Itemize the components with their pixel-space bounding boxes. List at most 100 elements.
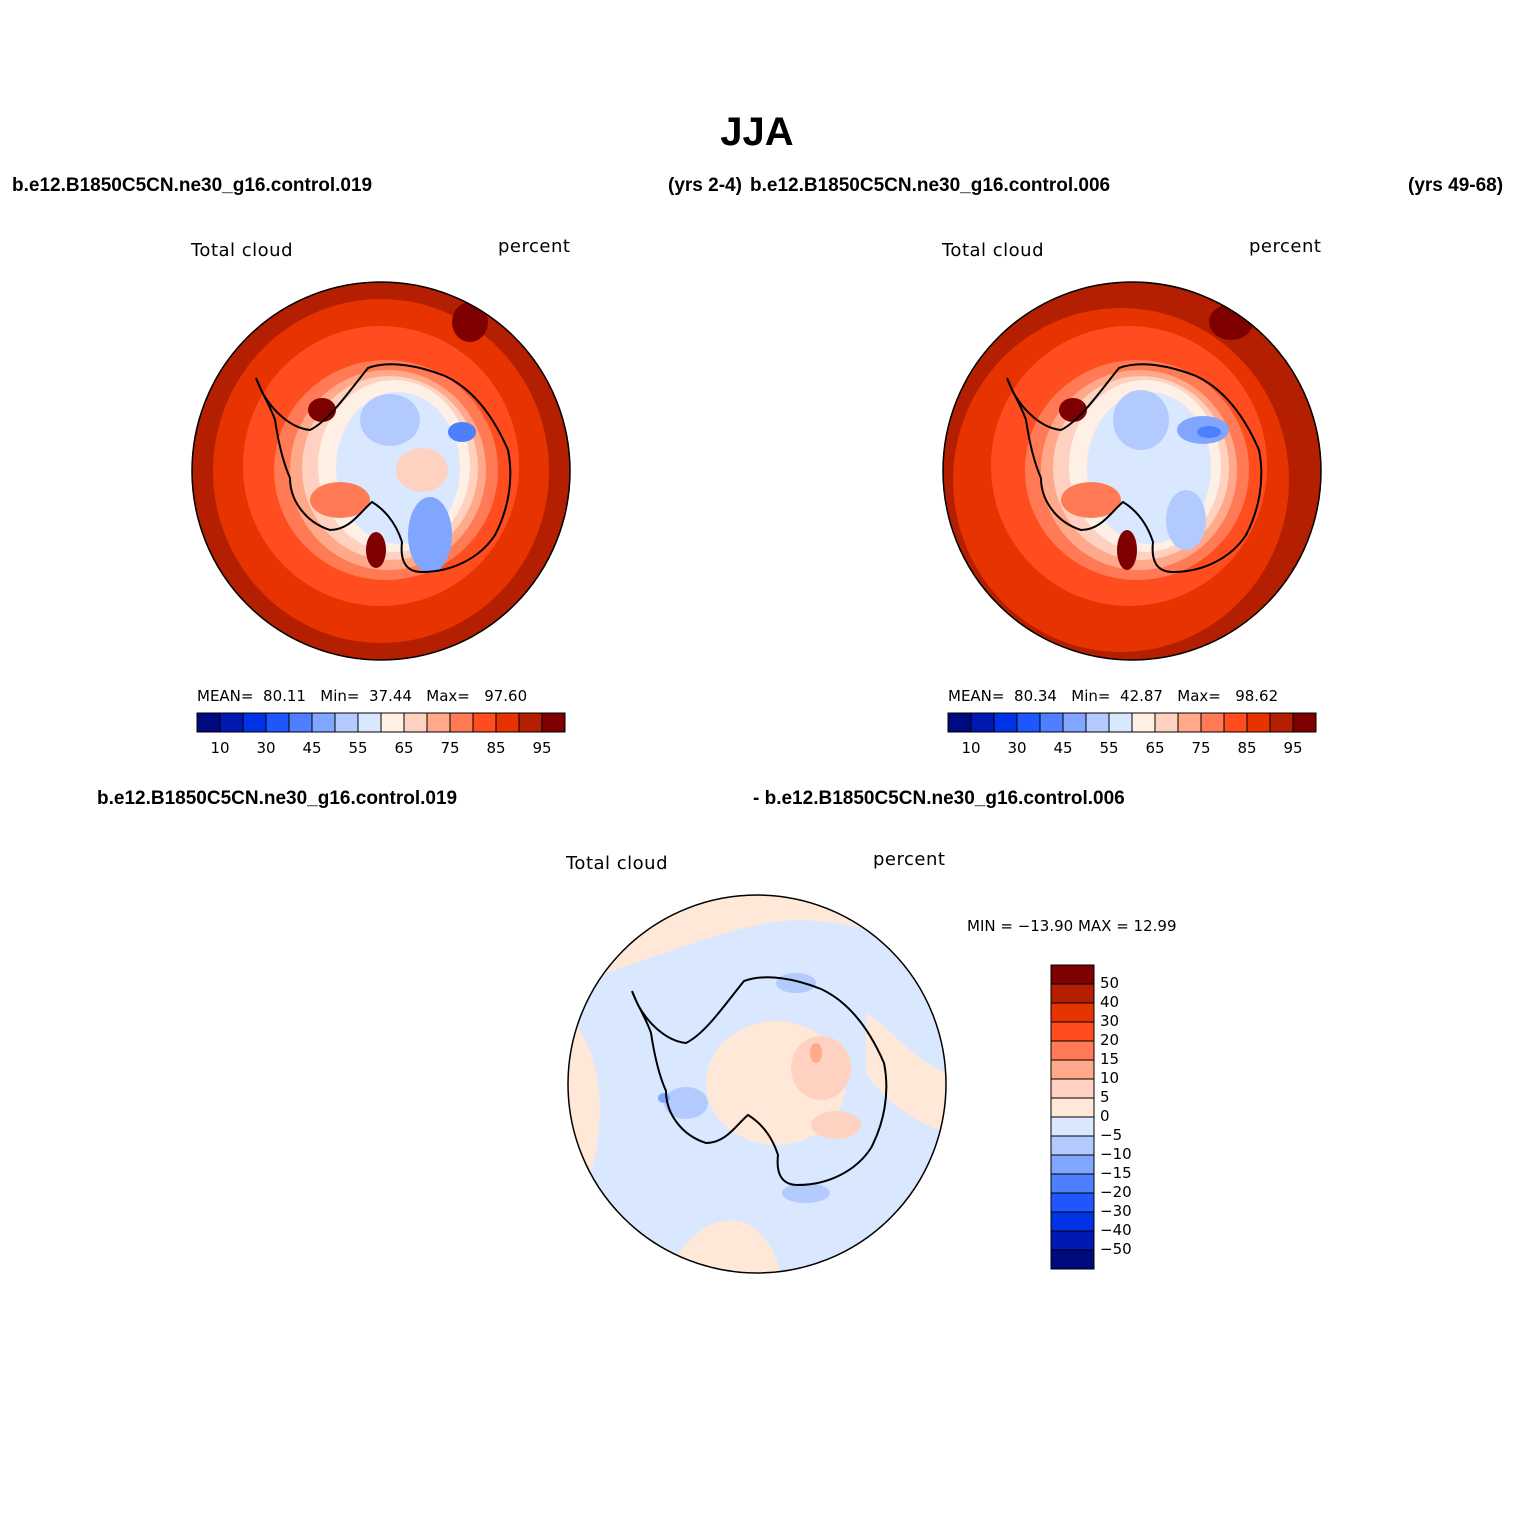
colorbar-swatch xyxy=(1050,1116,1095,1137)
colorbar-swatch xyxy=(1200,712,1225,733)
colorbar-swatch xyxy=(242,712,267,733)
colorbar-tick-label: −15 xyxy=(1100,1164,1132,1182)
colorbar-tick-label: 55 xyxy=(1099,739,1119,757)
main-title: JJA xyxy=(720,110,794,154)
colorbar-swatch xyxy=(1050,1021,1095,1042)
panel2-stats: MEAN= 80.34 Min= 42.87 Max= 98.62 xyxy=(948,687,1279,705)
panel3-minmax: MIN = −13.90 MAX = 12.99 xyxy=(967,917,1177,935)
colorbar-swatch xyxy=(1050,1078,1095,1099)
panel2-title: Total cloud xyxy=(942,240,1045,261)
colorbar-swatch xyxy=(1223,712,1248,733)
colorbar-swatch xyxy=(993,712,1018,733)
colorbar-tick-label: 0 xyxy=(1100,1107,1110,1125)
colorbar-swatch xyxy=(1246,712,1271,733)
colorbar-swatch xyxy=(1062,712,1087,733)
colorbar-tick-label: 10 xyxy=(961,739,981,757)
antarctica-coastline xyxy=(631,976,888,1187)
colorbar-tick-label: 15 xyxy=(1100,1050,1120,1068)
colorbar-swatch xyxy=(1269,712,1294,733)
colorbar-tick-label: 30 xyxy=(256,739,276,757)
colorbar-tick-label: 85 xyxy=(1237,739,1257,757)
panel2-units: percent xyxy=(1249,236,1322,257)
colorbar-tick-label: 10 xyxy=(1100,1069,1120,1087)
case-left-name: b.e12.B1850C5CN.ne30_g16.control.019 xyxy=(12,175,373,196)
colorbar-tick-label: 95 xyxy=(532,739,552,757)
colorbar-swatch xyxy=(219,712,244,733)
colorbar-tick-label: 20 xyxy=(1100,1031,1120,1049)
colorbar-tick-label: 50 xyxy=(1100,974,1120,992)
colorbar-swatch xyxy=(1085,712,1110,733)
diff-case-left: b.e12.B1850C5CN.ne30_g16.control.019 xyxy=(97,788,458,809)
colorbar-swatch xyxy=(1050,1059,1095,1080)
colorbar-tick-label: 30 xyxy=(1007,739,1027,757)
colorbar-tick-label: −50 xyxy=(1100,1240,1132,1258)
colorbar-swatch xyxy=(1050,964,1095,985)
panel1-units: percent xyxy=(498,236,571,257)
colorbar-tick-label: 65 xyxy=(394,739,414,757)
colorbar-tick-label: 10 xyxy=(210,739,230,757)
colorbar-swatch xyxy=(426,712,451,733)
colorbar-swatch xyxy=(970,712,995,733)
panel3-map xyxy=(567,894,947,1274)
case-left-years: (yrs 2-4) xyxy=(668,175,742,196)
diff-case-right: - b.e12.B1850C5CN.ne30_g16.control.006 xyxy=(753,788,1125,809)
panel1-map xyxy=(191,281,571,661)
colorbar-tick-label: −10 xyxy=(1100,1145,1132,1163)
colorbar-swatch xyxy=(357,712,382,733)
panel3-units: percent xyxy=(873,849,946,870)
colorbar-swatch xyxy=(288,712,313,733)
antarctica-coastline xyxy=(1006,363,1263,574)
colorbar-swatch xyxy=(1108,712,1133,733)
colorbar-swatch xyxy=(1050,1154,1095,1175)
colorbar-swatch xyxy=(334,712,359,733)
colorbar-swatch xyxy=(1050,1097,1095,1118)
colorbar-swatch xyxy=(472,712,497,733)
colorbar-tick-label: −30 xyxy=(1100,1202,1132,1220)
colorbar-swatch xyxy=(196,712,221,733)
colorbar-swatch xyxy=(1292,712,1317,733)
panel2-colorbar xyxy=(947,712,1317,733)
colorbar-swatch xyxy=(1050,1192,1095,1213)
colorbar-swatch xyxy=(311,712,336,733)
colorbar-swatch xyxy=(1016,712,1041,733)
colorbar-swatch xyxy=(1050,983,1095,1004)
colorbar-swatch xyxy=(541,712,566,733)
colorbar-swatch xyxy=(1050,1249,1095,1270)
colorbar-tick-label: −40 xyxy=(1100,1221,1132,1239)
colorbar-swatch xyxy=(1050,1230,1095,1251)
colorbar-tick-label: 65 xyxy=(1145,739,1165,757)
colorbar-tick-label: 30 xyxy=(1100,1012,1120,1030)
colorbar-swatch xyxy=(1131,712,1156,733)
colorbar-tick-label: 95 xyxy=(1283,739,1303,757)
colorbar-swatch xyxy=(1050,1002,1095,1023)
colorbar-swatch xyxy=(1050,1211,1095,1232)
colorbar-tick-label: 75 xyxy=(440,739,460,757)
colorbar-tick-label: 75 xyxy=(1191,739,1211,757)
panel3-colorbar xyxy=(1050,964,1095,1270)
colorbar-swatch xyxy=(518,712,543,733)
colorbar-swatch xyxy=(265,712,290,733)
colorbar-swatch xyxy=(1050,1040,1095,1061)
colorbar-tick-label: 40 xyxy=(1100,993,1120,1011)
colorbar-swatch xyxy=(1039,712,1064,733)
case-right-name: b.e12.B1850C5CN.ne30_g16.control.006 xyxy=(750,175,1111,196)
colorbar-swatch xyxy=(947,712,972,733)
colorbar-swatch xyxy=(380,712,405,733)
panel1-title: Total cloud xyxy=(191,240,294,261)
colorbar-tick-label: 45 xyxy=(1053,739,1073,757)
colorbar-swatch xyxy=(495,712,520,733)
colorbar-tick-label: 45 xyxy=(302,739,322,757)
colorbar-tick-label: 5 xyxy=(1100,1088,1110,1106)
case-right-years: (yrs 49-68) xyxy=(1408,175,1504,196)
panel3-title: Total cloud xyxy=(566,853,669,874)
antarctica-coastline xyxy=(255,363,512,574)
colorbar-tick-label: −20 xyxy=(1100,1183,1132,1201)
colorbar-swatch xyxy=(1177,712,1202,733)
panel1-colorbar xyxy=(196,712,566,733)
colorbar-swatch xyxy=(1050,1135,1095,1156)
colorbar-swatch xyxy=(1050,1173,1095,1194)
colorbar-tick-label: −5 xyxy=(1100,1126,1123,1144)
colorbar-swatch xyxy=(1154,712,1179,733)
colorbar-swatch xyxy=(449,712,474,733)
colorbar-tick-label: 55 xyxy=(348,739,368,757)
